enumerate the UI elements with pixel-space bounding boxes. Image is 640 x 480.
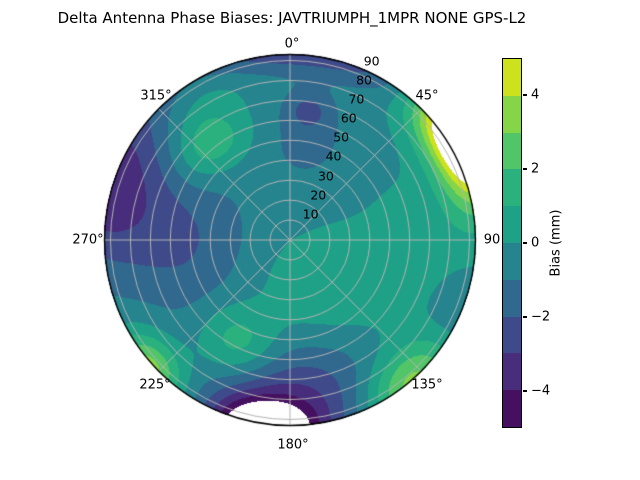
colorbar-band bbox=[503, 132, 521, 170]
colorbar-tick-label: 0 bbox=[531, 235, 540, 251]
radial-tick-label: 10 bbox=[302, 206, 319, 222]
colorbar-band bbox=[503, 206, 521, 243]
azimuth-label: 90 bbox=[483, 232, 501, 248]
colorbar-tick-label: 4 bbox=[531, 87, 540, 103]
colorbar-band bbox=[503, 242, 521, 280]
colorbar-tick-label: 2 bbox=[531, 161, 540, 177]
colorbar-band bbox=[503, 390, 521, 427]
azimuth-label: 315° bbox=[140, 88, 172, 104]
azimuth-label: 0° bbox=[284, 36, 300, 52]
colorbar-band bbox=[503, 316, 521, 354]
radial-tick-label: 20 bbox=[310, 187, 327, 203]
colorbar-tick-mark bbox=[523, 390, 527, 392]
colorbar-band bbox=[503, 169, 521, 207]
radial-tick-label: 30 bbox=[317, 168, 334, 184]
radial-tick-label: 70 bbox=[348, 91, 365, 107]
radial-tick-label: 50 bbox=[333, 129, 350, 145]
colorbar-tick-mark bbox=[523, 94, 527, 96]
colorbar-tick-label: −4 bbox=[531, 383, 551, 399]
azimuth-label: 180° bbox=[277, 437, 309, 453]
azimuth-label: 270° bbox=[72, 232, 104, 248]
colorbar-axis-label: Bias (mm) bbox=[548, 209, 564, 277]
chart-title: Delta Antenna Phase Biases: JAVTRIUMPH_1… bbox=[57, 9, 527, 27]
colorbar bbox=[502, 58, 522, 428]
azimuth-label: 45° bbox=[415, 88, 439, 104]
polar-contour-plot bbox=[102, 52, 478, 428]
colorbar-tick-mark bbox=[523, 316, 527, 318]
colorbar-tick-label: −2 bbox=[531, 309, 551, 325]
colorbar-band bbox=[503, 279, 521, 317]
colorbar-tick-mark bbox=[523, 168, 527, 170]
radial-tick-label: 40 bbox=[325, 148, 342, 164]
radial-tick-label: 60 bbox=[340, 110, 357, 126]
azimuth-label: 135° bbox=[411, 377, 443, 393]
colorbar-band bbox=[503, 95, 521, 133]
colorbar-tick-mark bbox=[523, 242, 527, 244]
azimuth-label: 225° bbox=[139, 377, 171, 393]
colorbar-band bbox=[503, 59, 521, 96]
radial-tick-label: 80 bbox=[356, 72, 373, 88]
colorbar-band bbox=[503, 353, 521, 391]
radial-tick-label: 90 bbox=[363, 53, 380, 69]
